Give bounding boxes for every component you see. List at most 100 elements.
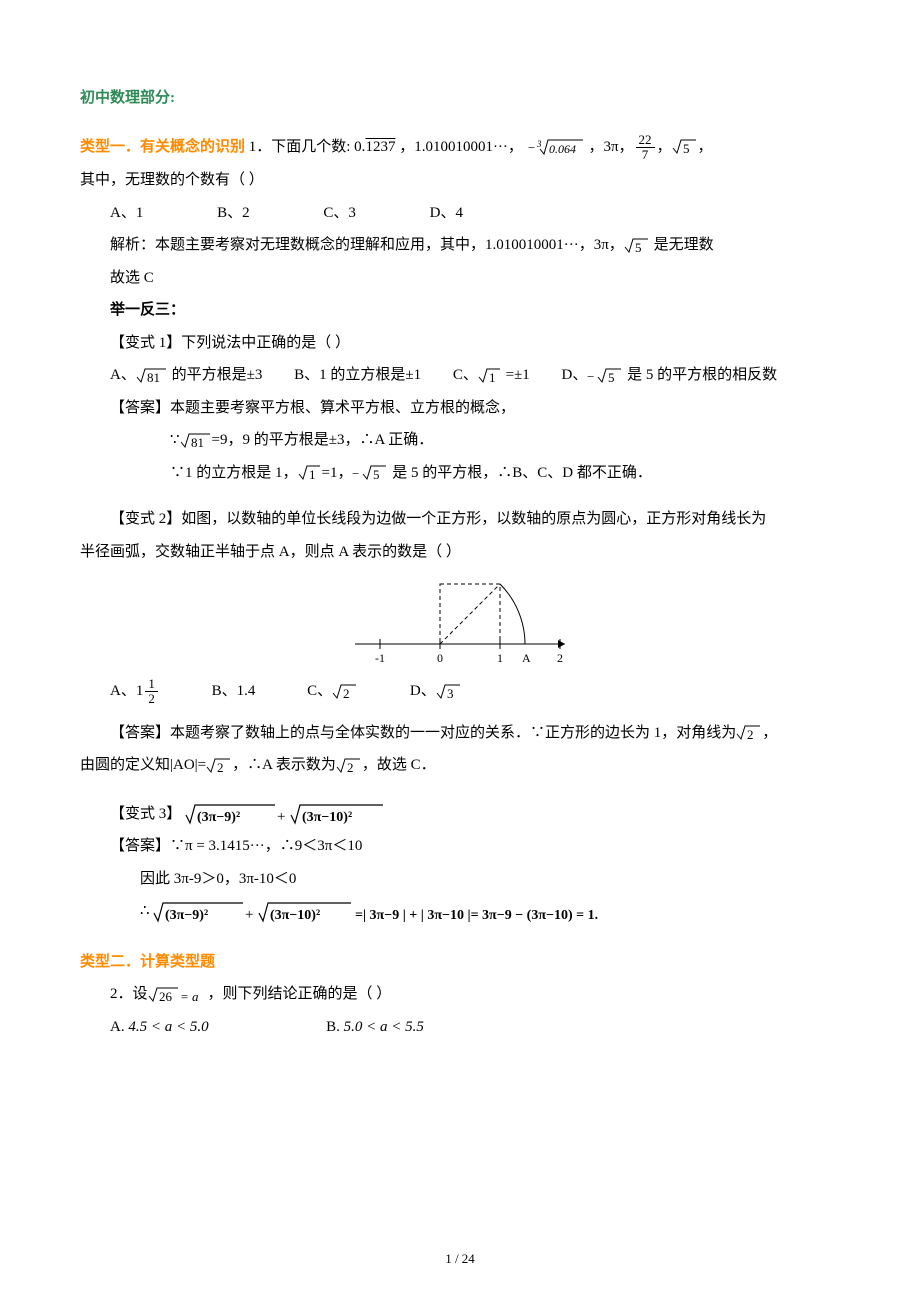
q2-options: A. 4.5 < a < 5.0 B. 5.0 < a < 5.5 xyxy=(80,1013,840,1042)
v1-a-pre: A、 xyxy=(110,367,136,383)
variant2-label-l1: 【变式 2】如图，以数轴的单位长线段为边做一个正方形，以数轴的原点为圆心，正方形… xyxy=(80,505,840,534)
q1-prefix: 1．下面几个数: 0. xyxy=(245,139,365,155)
sqrt2-svg-4: 2 xyxy=(336,757,362,775)
svg-text:2: 2 xyxy=(347,760,354,775)
q1-optB: B、2 xyxy=(217,205,250,221)
svg-text:-1: -1 xyxy=(375,651,385,665)
q1-optD: D、4 xyxy=(430,205,463,221)
svg-text:2: 2 xyxy=(217,760,224,775)
q1-analysis-suffix: 是无理数 xyxy=(650,237,714,253)
v1-answer-line1: ∵ 81 =9，9 的平方根是±3，∴A 正确． xyxy=(80,426,840,455)
frac-den: 7 xyxy=(636,148,655,162)
q1-optC: C、3 xyxy=(323,205,356,221)
q1-optA: A、1 xyxy=(110,205,143,221)
sqrt26-svg: 26 = a xyxy=(148,986,208,1004)
svg-text:+: + xyxy=(245,907,253,923)
frac-den: 2 xyxy=(145,692,158,706)
sqrt1-svg: 1 xyxy=(478,367,502,385)
v2-ans-l2-mid: ，∴A 表示数为 xyxy=(232,757,336,773)
variant1-options: A、81 的平方根是±3 B、1 的立方根是±1 C、1 =±1 D、−5 是 … xyxy=(80,361,840,390)
svg-text:A: A xyxy=(522,651,531,665)
q1-options: A、1 B、2 C、3 D、4 xyxy=(80,199,840,228)
page-footer: 1 / 24 xyxy=(0,1247,920,1272)
numberline-diagram: -1 0 1 A 2 xyxy=(340,574,580,669)
svg-text:1: 1 xyxy=(489,370,496,385)
negsqrt5-svg-2: −5 xyxy=(352,464,388,482)
frac-num: 22 xyxy=(636,133,655,148)
svg-text:(3π−9)²: (3π−9)² xyxy=(197,810,240,825)
sqrt2-svg-2: 2 xyxy=(736,724,762,742)
q2-pre: 2．设 xyxy=(110,986,148,1002)
v3-expr-svg: (3π−9)² + (3π−10)² xyxy=(185,801,385,827)
q1-mid3: ， xyxy=(657,139,672,155)
v1-answer-line2: ∵1 的立方根是 1，1=1，−5 是 5 的平方根，∴B、C、D 都不正确． xyxy=(80,459,840,488)
section-header: 初中数理部分: xyxy=(80,84,840,113)
sqrt81-svg-2: 81 xyxy=(180,432,212,450)
q1-mid4: ， xyxy=(698,139,713,155)
svg-text:26: 26 xyxy=(159,989,173,1004)
svg-text:2: 2 xyxy=(343,686,350,701)
svg-text:5: 5 xyxy=(683,141,690,156)
q1-analysis: 解析：本题主要考察对无理数概念的理解和应用，其中，1.010010001···，… xyxy=(80,231,840,260)
q1-answer: 故选 C xyxy=(80,264,840,293)
svg-text:3: 3 xyxy=(536,139,542,149)
v2-c-pre: C、 xyxy=(307,683,332,699)
sqrt1-svg-2: 1 xyxy=(298,464,322,482)
v3-l3-pre: ∴ xyxy=(140,903,150,919)
v1-l1-suf: =9，9 的平方根是±3，∴A 正确． xyxy=(212,432,434,448)
q1-cuberoot: − 3 0.064 xyxy=(523,139,589,155)
sqrt5-svg: 5 xyxy=(672,138,698,156)
sqrt81-svg: 81 xyxy=(136,367,168,385)
svg-text:0: 0 xyxy=(437,651,443,665)
svg-text:2: 2 xyxy=(747,727,754,742)
svg-text:=| 3π−9 | + | 3π−10 |= 3π−9 −: =| 3π−9 | + | 3π−10 |= 3π−9 − (3π−10) = … xyxy=(355,908,598,923)
v3-ans-l3: ∴ (3π−9)² + (3π−10)² =| 3π−9 | + | 3π−10… xyxy=(80,897,840,926)
v2-d-pre: D、 xyxy=(410,683,436,699)
variant3: 【变式 3】 (3π−9)² + (3π−10)² xyxy=(80,800,840,829)
svg-text:1: 1 xyxy=(309,467,316,482)
v2-ans-l1-pre: 【答案】本题考察了数轴上的点与全体实数的一一对应的关系．∵正方形的边长为 1，对… xyxy=(110,725,736,741)
negsqrt5-svg: −5 xyxy=(587,367,623,385)
svg-text:(3π−10)²: (3π−10)² xyxy=(302,810,352,825)
svg-text:= a: = a xyxy=(180,989,199,1004)
svg-text:3: 3 xyxy=(447,686,454,701)
v2-b: B、1.4 xyxy=(212,683,256,699)
sqrt2-svg-3: 2 xyxy=(206,757,232,775)
v3-ans-l1: 【答案】∵π = 3.1415···，∴9＜3π＜10 xyxy=(80,832,840,861)
q1-line2: 其中，无理数的个数有（ ） xyxy=(80,166,840,195)
svg-text:−: − xyxy=(587,369,594,384)
v2-a-frac: 12 xyxy=(145,677,158,707)
v3-ans-expr-svg: (3π−9)² + (3π−10)² =| 3π−9 | + | 3π−10 |… xyxy=(153,899,713,925)
svg-text:+: + xyxy=(277,809,285,825)
question-2: 2．设 26 = a ，则下列结论正确的是（ ） xyxy=(80,980,840,1009)
v2-answer-l2: 由圆的定义知|AO|= 2 ，∴A 表示数为 2 ，故选 C． xyxy=(80,751,840,780)
cuberoot-svg: − 3 0.064 xyxy=(527,137,585,157)
v1-l2-pre: ∵1 的立方根是 1， xyxy=(170,465,298,481)
svg-text:81: 81 xyxy=(191,435,204,450)
svg-text:(3π−10)²: (3π−10)² xyxy=(270,908,320,923)
extend-header: 举一反三： xyxy=(80,296,840,325)
variant1-label: 【变式 1】下列说法中正确的是（ ） xyxy=(80,329,840,358)
svg-text:−: − xyxy=(527,140,536,155)
v1-a-suf: 的平方根是±3 xyxy=(168,367,262,383)
type1-label: 类型一．有关概念的识别 xyxy=(80,139,245,155)
svg-text:5: 5 xyxy=(635,240,642,255)
question-1: 类型一．有关概念的识别 1．下面几个数: 0.1237 ，1.010010001… xyxy=(80,133,840,163)
v3-ans-l2: 因此 3π-9＞0，3π-10＜0 xyxy=(80,865,840,894)
q1-frac: 227 xyxy=(636,133,655,163)
q1-analysis-prefix: 解析：本题主要考察对无理数概念的理解和应用，其中，1.010010001···，… xyxy=(110,237,624,253)
q1-mid1: ，1.010010001···， xyxy=(395,139,523,155)
v2-ans-l1-suf: ， xyxy=(762,725,777,741)
v1-l1-pre: ∵ xyxy=(170,432,180,448)
q2-a-expr: 4.5 < a < 5.0 xyxy=(128,1019,208,1035)
v2-ans-l2-suf: ，故选 C． xyxy=(362,757,436,773)
q1-repeating: 1237 xyxy=(365,139,395,155)
sqrt3-svg: 3 xyxy=(436,683,462,701)
q2-a-pre: A. xyxy=(110,1019,125,1035)
svg-text:(3π−9)²: (3π−9)² xyxy=(165,908,208,923)
svg-text:2: 2 xyxy=(557,651,563,665)
variant2-label-l2: 半径画弧，交数轴正半轴于点 A，则点 A 表示的数是（ ） xyxy=(80,538,840,567)
v2-ans-l2-pre: 由圆的定义知|AO|= xyxy=(80,757,206,773)
q2-b-pre: B. xyxy=(326,1019,340,1035)
q2-suf: ，则下列结论正确的是（ ） xyxy=(208,986,392,1002)
